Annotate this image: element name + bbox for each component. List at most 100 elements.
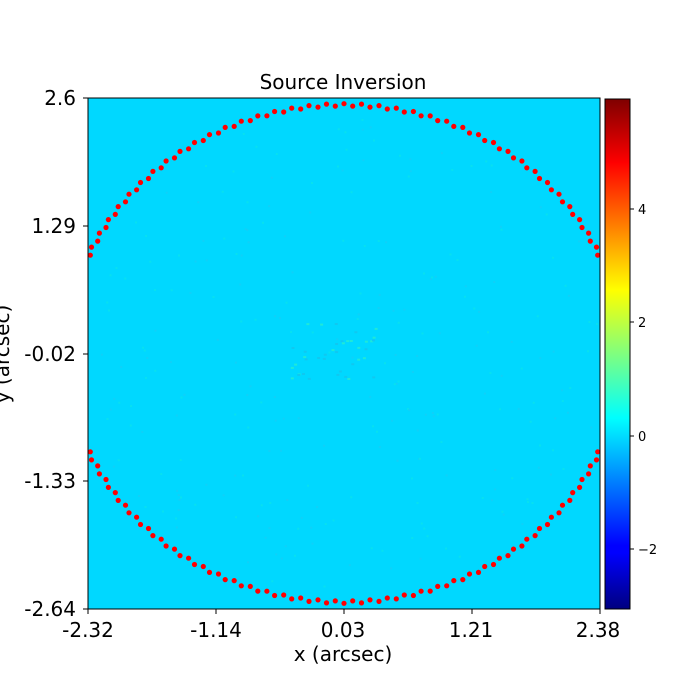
border-pixel xyxy=(323,600,330,606)
border-pixel xyxy=(65,320,70,325)
source-pixel xyxy=(423,272,426,275)
border-pixel xyxy=(350,103,356,109)
source-pixel xyxy=(113,397,116,400)
source-pixel xyxy=(351,363,355,366)
source-pixel xyxy=(262,221,264,224)
source-pixel xyxy=(222,494,225,497)
border-pixel xyxy=(122,199,129,205)
border-pixel xyxy=(496,555,502,561)
source-pixel xyxy=(334,323,338,325)
source-pixel xyxy=(549,473,552,476)
source-pixel xyxy=(381,549,384,552)
source-pixel xyxy=(284,545,287,548)
source-pixel xyxy=(106,418,109,420)
source-pixel xyxy=(144,505,147,508)
source-pixel xyxy=(595,323,598,326)
border-pixel xyxy=(367,104,373,110)
border-pixel xyxy=(570,490,576,496)
source-pixel xyxy=(384,362,386,365)
border-pixel xyxy=(466,571,473,577)
source-pixel xyxy=(385,241,388,244)
source-pixel xyxy=(154,369,157,372)
source-pixel xyxy=(337,165,339,168)
source-pixel xyxy=(408,409,411,412)
y-tick-label: -1.33 xyxy=(24,469,76,493)
source-pixel xyxy=(112,465,115,468)
source-pixel xyxy=(370,547,373,550)
border-pixel xyxy=(505,148,511,154)
source-pixel xyxy=(397,380,400,383)
border-pixel xyxy=(595,449,600,455)
border-pixel xyxy=(63,367,68,372)
source-pixel xyxy=(322,357,326,360)
source-pixel xyxy=(323,444,326,447)
border-pixel xyxy=(82,259,87,264)
source-pixel xyxy=(363,244,366,247)
border-pixel xyxy=(72,405,77,410)
source-pixel xyxy=(244,228,247,231)
border-pixel xyxy=(191,139,198,146)
border-pixel xyxy=(88,457,95,463)
source-pixel xyxy=(205,259,208,262)
source-pixel xyxy=(189,292,192,294)
source-pixel xyxy=(115,267,118,270)
source-pixel xyxy=(242,132,245,135)
border-pixel xyxy=(341,600,347,606)
source-pixel xyxy=(324,523,327,526)
border-pixel xyxy=(376,598,382,605)
source-pixel xyxy=(178,498,181,501)
source-pixel xyxy=(216,338,219,341)
source-pixel xyxy=(420,522,423,525)
border-pixel xyxy=(401,592,407,598)
border-pixel xyxy=(215,130,222,136)
border-pixel xyxy=(112,490,118,496)
border-pixel xyxy=(460,577,466,583)
border-pixel xyxy=(536,175,543,182)
border-pixel xyxy=(247,118,253,124)
chart-title: Source Inversion xyxy=(260,70,427,94)
border-pixel xyxy=(71,413,76,418)
border-pixel xyxy=(68,312,73,317)
source-pixel xyxy=(175,526,178,529)
source-pixel xyxy=(255,145,258,148)
source-pixel xyxy=(561,389,564,392)
source-pixel xyxy=(240,254,243,257)
border-pixel xyxy=(536,525,543,532)
source-pixel xyxy=(109,274,112,277)
source-pixel xyxy=(344,131,347,134)
colorbar-tick-label: 0 xyxy=(638,430,646,445)
border-pixel xyxy=(393,596,399,602)
source-pixel xyxy=(118,401,121,404)
source-pixel xyxy=(109,408,112,411)
source-pixel xyxy=(416,501,419,504)
x-tick-label: -2.32 xyxy=(62,618,114,642)
source-pixel xyxy=(290,366,294,369)
border-pixel xyxy=(548,514,555,520)
source-pixel xyxy=(491,499,493,502)
border-pixel xyxy=(95,238,101,244)
border-pixel xyxy=(72,297,77,302)
border-pixel xyxy=(215,571,222,577)
border-pixel xyxy=(315,597,321,603)
source-pixel xyxy=(260,504,263,507)
border-pixel xyxy=(510,155,517,161)
source-pixel xyxy=(449,253,452,256)
y-tick-label: 2.6 xyxy=(44,86,76,110)
source-pixel xyxy=(493,281,496,283)
border-pixel xyxy=(264,588,270,594)
source-pixel xyxy=(160,473,163,476)
border-pixel xyxy=(231,123,237,129)
border-pixel xyxy=(358,600,365,606)
source-pixel xyxy=(398,154,401,157)
source-pixel xyxy=(374,327,378,330)
border-pixel xyxy=(95,463,101,469)
border-pixel xyxy=(145,525,152,532)
source-pixel xyxy=(270,176,273,179)
source-pixel xyxy=(551,256,554,259)
border-pixel xyxy=(490,561,497,568)
source-pixel xyxy=(464,285,467,288)
y-axis-label: y (arcsec) xyxy=(0,305,14,404)
source-pixel xyxy=(364,340,368,343)
border-pixel xyxy=(112,211,118,217)
border-pixel xyxy=(115,204,121,210)
